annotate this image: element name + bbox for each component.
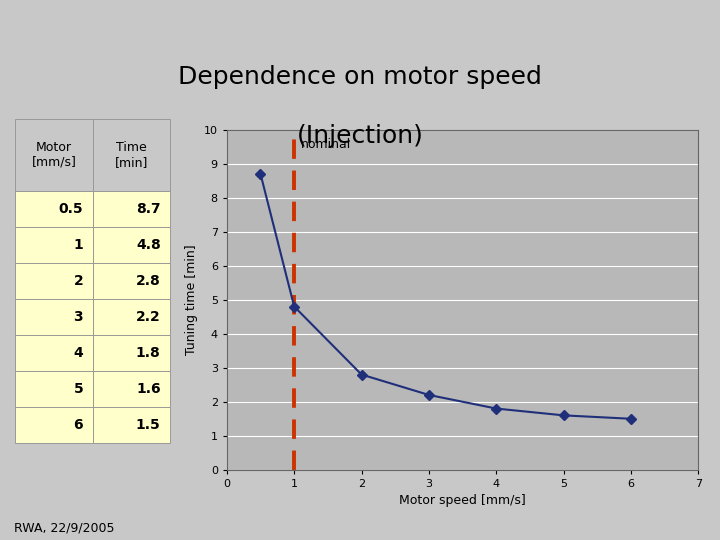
Text: 4.8: 4.8 — [136, 238, 161, 252]
Bar — [15, 407, 92, 443]
Bar — [92, 191, 170, 227]
Bar — [15, 227, 92, 263]
Y-axis label: Tuning time [min]: Tuning time [min] — [185, 245, 198, 355]
X-axis label: Motor speed [mm/s]: Motor speed [mm/s] — [399, 495, 526, 508]
Text: 8.7: 8.7 — [136, 202, 161, 216]
Text: RWA, 22/9/2005: RWA, 22/9/2005 — [14, 522, 115, 535]
Bar — [92, 407, 170, 443]
Text: 2: 2 — [73, 274, 84, 288]
Text: 5: 5 — [73, 382, 84, 396]
Text: 1: 1 — [73, 238, 84, 252]
Text: Dependence on motor speed: Dependence on motor speed — [178, 65, 542, 89]
Text: 1.8: 1.8 — [136, 346, 161, 360]
Text: 3: 3 — [73, 310, 84, 324]
Text: 1.6: 1.6 — [136, 382, 161, 396]
Text: (Injection): (Injection) — [297, 124, 423, 148]
Bar — [15, 119, 92, 191]
Bar — [15, 263, 92, 299]
Text: 2.2: 2.2 — [136, 310, 161, 324]
Bar — [15, 335, 92, 371]
Bar — [92, 227, 170, 263]
Bar — [92, 119, 170, 191]
Text: Time
[min]: Time [min] — [114, 141, 148, 169]
Bar — [92, 263, 170, 299]
Bar — [92, 371, 170, 407]
Text: 1.5: 1.5 — [136, 418, 161, 432]
Bar — [92, 335, 170, 371]
Text: 6: 6 — [73, 418, 84, 432]
Bar — [15, 191, 92, 227]
Bar — [15, 371, 92, 407]
Text: Motor
[mm/s]: Motor [mm/s] — [32, 141, 76, 169]
Bar — [15, 299, 92, 335]
Text: 4: 4 — [73, 346, 84, 360]
Bar — [92, 299, 170, 335]
Text: nominal: nominal — [301, 138, 351, 151]
Text: 2.8: 2.8 — [136, 274, 161, 288]
Text: 0.5: 0.5 — [58, 202, 84, 216]
